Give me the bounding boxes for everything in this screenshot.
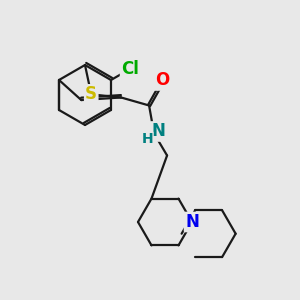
Text: S: S	[85, 85, 97, 103]
Text: Cl: Cl	[121, 60, 139, 78]
Text: H: H	[141, 133, 153, 146]
Text: N: N	[185, 213, 199, 231]
Text: N: N	[151, 122, 165, 140]
Text: O: O	[155, 71, 169, 89]
